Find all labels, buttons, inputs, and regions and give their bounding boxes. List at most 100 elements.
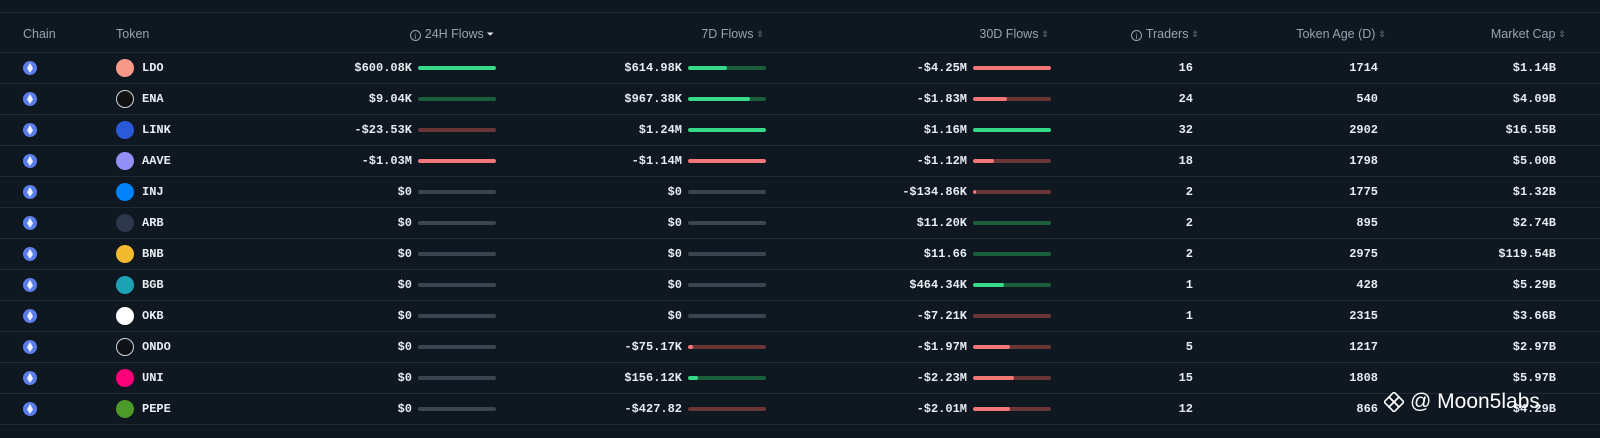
token-age-cell: 2315 bbox=[1201, 300, 1388, 332]
token-cell[interactable]: AAVE bbox=[100, 145, 200, 177]
table-row[interactable]: UNI $0 $156.12K -$2.23M 15 1808 $5.97B bbox=[0, 362, 1600, 394]
token-cell[interactable]: LINK bbox=[100, 114, 200, 146]
flows-30d-cell: $464.34K bbox=[766, 269, 1051, 301]
token-symbol[interactable]: ONDO bbox=[142, 340, 171, 354]
token-cell[interactable]: BGB bbox=[100, 269, 200, 301]
flows-30d-cell: $11.66 bbox=[766, 238, 1051, 270]
market-cap-cell: $5.29B bbox=[1388, 269, 1600, 301]
table-row[interactable]: ONDO $0 -$75.17K -$1.97M 5 1217 $2.97B bbox=[0, 331, 1600, 363]
token-age-cell: 1775 bbox=[1201, 176, 1388, 208]
col-30d-flows[interactable]: 30D Flows ⇳ bbox=[766, 16, 1051, 53]
7d-flow-bar bbox=[688, 314, 766, 318]
flows-7d-value: $1.24M bbox=[638, 123, 682, 137]
table-row[interactable]: LDO $600.08K $614.98K -$4.25M 16 1714 $1.14B bbox=[0, 52, 1600, 84]
token-cell[interactable]: PEPE bbox=[100, 393, 200, 425]
flows-24h-value: $0 bbox=[397, 402, 412, 416]
chain-cell bbox=[0, 393, 100, 425]
token-symbol[interactable]: LINK bbox=[142, 123, 171, 137]
token-cell[interactable]: UNI bbox=[100, 362, 200, 394]
7d-flow-bar bbox=[688, 66, 766, 70]
flows-30d-value: -$1.12M bbox=[916, 154, 967, 168]
token-symbol[interactable]: PEPE bbox=[142, 402, 171, 416]
token-cell[interactable]: ENA bbox=[100, 83, 200, 115]
col-token-age[interactable]: Token Age (D) ⇳ bbox=[1201, 16, 1388, 53]
flows-24h-value: -$23.53K bbox=[354, 123, 412, 137]
col-market-cap[interactable]: Market Cap ⇳ bbox=[1388, 16, 1600, 53]
col-traders[interactable]: i Traders ⇳ bbox=[1051, 16, 1201, 53]
30d-flow-bar bbox=[973, 221, 1051, 225]
table-row[interactable]: LINK -$23.53K $1.24M $1.16M 32 2902 $16.55B bbox=[0, 114, 1600, 146]
token-cell[interactable]: INJ bbox=[100, 176, 200, 208]
chain-cell bbox=[0, 331, 100, 363]
flows-7d-value: $156.12K bbox=[624, 371, 682, 385]
table-row[interactable]: OKB $0 $0 -$7.21K 1 2315 $3.66B bbox=[0, 300, 1600, 332]
token-cell[interactable]: ARB bbox=[100, 207, 200, 239]
table-row[interactable]: ENA $9.04K $967.38K -$1.83M 24 540 $4.09B bbox=[0, 83, 1600, 115]
flows-7d-cell: $0 bbox=[496, 269, 766, 301]
token-symbol[interactable]: ENA bbox=[142, 92, 164, 106]
sort-icon[interactable]: ⇳ bbox=[1378, 29, 1386, 39]
flows-30d-value: -$7.21K bbox=[916, 309, 967, 323]
24h-flow-bar bbox=[418, 190, 496, 194]
token-symbol[interactable]: OKB bbox=[142, 309, 164, 323]
token-cell[interactable]: BNB bbox=[100, 238, 200, 270]
token-symbol[interactable]: BGB bbox=[142, 278, 164, 292]
24h-flow-bar bbox=[418, 376, 496, 380]
30d-flow-bar bbox=[973, 159, 1051, 163]
token-symbol[interactable]: UNI bbox=[142, 371, 164, 385]
24h-flow-bar-fill bbox=[418, 66, 496, 70]
flows-24h-cell: $0 bbox=[200, 269, 496, 301]
table-row[interactable]: BGB $0 $0 $464.34K 1 428 $5.29B bbox=[0, 269, 1600, 301]
market-cap-cell: $1.32B bbox=[1388, 176, 1600, 208]
30d-flow-bar bbox=[973, 283, 1051, 287]
7d-flow-bar bbox=[688, 159, 766, 163]
token-symbol[interactable]: BNB bbox=[142, 247, 164, 261]
30d-flow-bar-fill bbox=[973, 159, 995, 163]
market-cap-cell: $1.14B bbox=[1388, 52, 1600, 84]
sort-icon[interactable]: ⇳ bbox=[1041, 29, 1049, 39]
flows-7d-value: -$427.82 bbox=[624, 402, 682, 416]
flows-24h-value: $0 bbox=[397, 247, 412, 261]
token-age-cell: 866 bbox=[1201, 393, 1388, 425]
table-row[interactable]: PEPE $0 -$427.82 -$2.01M 12 866 $4.29B bbox=[0, 393, 1600, 425]
table-row[interactable]: ARB $0 $0 $11.20K 2 895 $2.74B bbox=[0, 207, 1600, 239]
top-divider bbox=[0, 12, 1600, 13]
table-row[interactable]: INJ $0 $0 -$134.86K 2 1775 $1.32B bbox=[0, 176, 1600, 208]
token-cell[interactable]: OKB bbox=[100, 300, 200, 332]
traders-cell: 1 bbox=[1051, 269, 1201, 301]
traders-cell: 16 bbox=[1051, 52, 1201, 84]
token-symbol[interactable]: INJ bbox=[142, 185, 164, 199]
7d-flow-bar-fill bbox=[688, 345, 694, 349]
30d-flow-bar-fill bbox=[973, 376, 1015, 380]
market-cap-cell: $2.97B bbox=[1388, 331, 1600, 363]
info-icon[interactable]: i bbox=[409, 30, 421, 41]
info-icon[interactable]: i bbox=[1130, 30, 1142, 41]
flows-24h-cell: $0 bbox=[200, 393, 496, 425]
table-row[interactable]: AAVE -$1.03M -$1.14M -$1.12M 18 1798 $5.00B bbox=[0, 145, 1600, 177]
token-age-cell: 1808 bbox=[1201, 362, 1388, 394]
token-symbol[interactable]: LDO bbox=[142, 61, 164, 75]
sort-icon[interactable]: ⇳ bbox=[1191, 29, 1199, 39]
7d-flow-bar bbox=[688, 128, 766, 132]
30d-flow-bar-fill bbox=[973, 97, 1007, 101]
col-24h-flows[interactable]: i 24H Flows ⏷ bbox=[200, 16, 496, 53]
chain-cell bbox=[0, 145, 100, 177]
sort-desc-icon[interactable]: ⏷ bbox=[486, 29, 494, 39]
col-7d-flows[interactable]: 7D Flows ⇳ bbox=[496, 16, 766, 53]
chain-cell bbox=[0, 176, 100, 208]
flows-30d-cell: -$2.01M bbox=[766, 393, 1051, 425]
table-row[interactable]: BNB $0 $0 $11.66 2 2975 $119.54B bbox=[0, 238, 1600, 270]
flows-30d-cell: -$7.21K bbox=[766, 300, 1051, 332]
flows-7d-value: -$75.17K bbox=[624, 340, 682, 354]
sort-icon[interactable]: ⇳ bbox=[756, 29, 764, 39]
flows-7d-cell: $156.12K bbox=[496, 362, 766, 394]
flows-24h-value: $0 bbox=[397, 340, 412, 354]
sort-icon[interactable]: ⇳ bbox=[1558, 29, 1566, 39]
flows-24h-cell: $0 bbox=[200, 331, 496, 363]
flows-24h-cell: $0 bbox=[200, 176, 496, 208]
token-age-cell: 1217 bbox=[1201, 331, 1388, 363]
token-cell[interactable]: LDO bbox=[100, 52, 200, 84]
token-symbol[interactable]: ARB bbox=[142, 216, 164, 230]
token-cell[interactable]: ONDO bbox=[100, 331, 200, 363]
token-symbol[interactable]: AAVE bbox=[142, 154, 171, 168]
